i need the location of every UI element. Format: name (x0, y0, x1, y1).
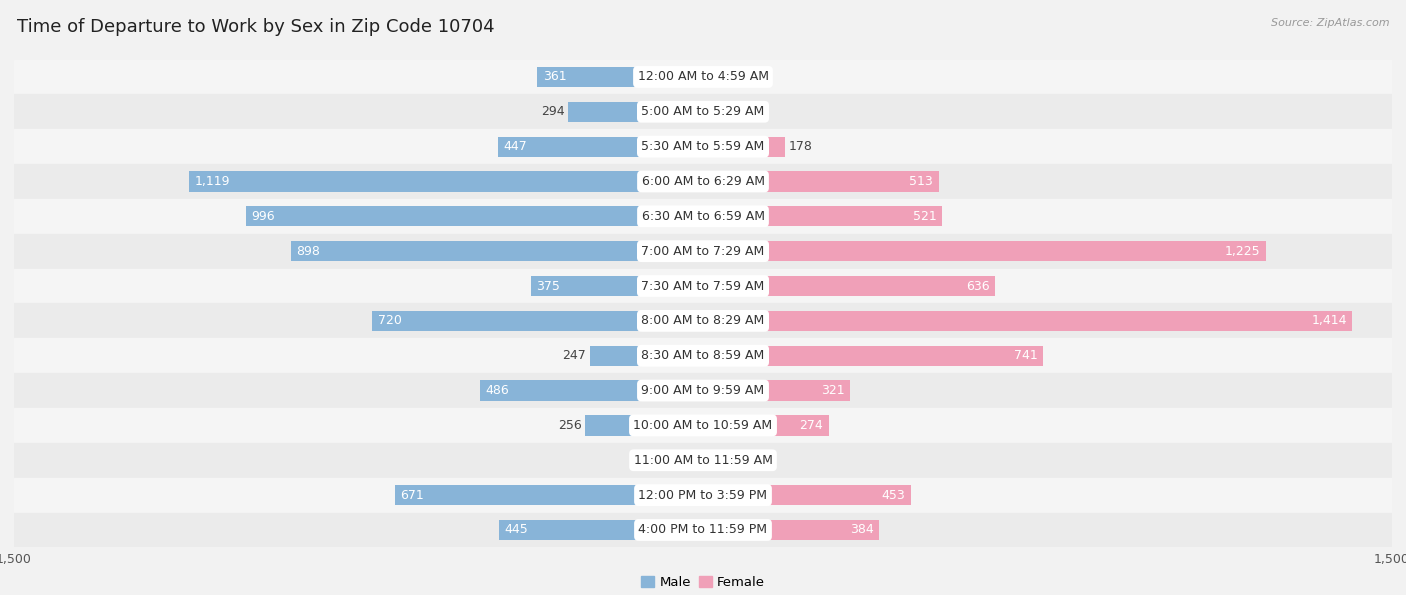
Text: 11:00 AM to 11:59 AM: 11:00 AM to 11:59 AM (634, 454, 772, 466)
Text: 361: 361 (543, 70, 567, 83)
Text: 65: 65 (737, 105, 752, 118)
Bar (537, 67, 703, 87)
Bar (14, 60, 1392, 95)
Text: 69: 69 (652, 454, 668, 466)
Text: 1,225: 1,225 (1225, 245, 1260, 258)
Bar (14, 339, 1392, 373)
Bar (703, 241, 1265, 261)
Bar (14, 234, 1392, 268)
Bar (14, 478, 1392, 512)
Legend: Male, Female: Male, Female (636, 571, 770, 594)
Text: 513: 513 (910, 175, 934, 188)
Text: 6:00 AM to 6:29 AM: 6:00 AM to 6:29 AM (641, 175, 765, 188)
Text: 1,119: 1,119 (194, 175, 231, 188)
Text: 445: 445 (505, 524, 527, 537)
Text: 79: 79 (742, 454, 759, 466)
Bar (14, 373, 1392, 408)
Bar (703, 206, 942, 227)
Text: 12:00 PM to 3:59 PM: 12:00 PM to 3:59 PM (638, 488, 768, 502)
Text: 4:00 PM to 11:59 PM: 4:00 PM to 11:59 PM (638, 524, 768, 537)
Bar (703, 171, 939, 192)
Bar (14, 95, 1392, 129)
Text: 6:30 AM to 6:59 AM: 6:30 AM to 6:59 AM (641, 210, 765, 223)
Text: 274: 274 (800, 419, 824, 432)
Text: 8:00 AM to 8:29 AM: 8:00 AM to 8:29 AM (641, 314, 765, 327)
Text: 7:00 AM to 7:29 AM: 7:00 AM to 7:29 AM (641, 245, 765, 258)
Text: 7:30 AM to 7:59 AM: 7:30 AM to 7:59 AM (641, 280, 765, 293)
Text: 10:00 AM to 10:59 AM: 10:00 AM to 10:59 AM (634, 419, 772, 432)
Text: 5:00 AM to 5:29 AM: 5:00 AM to 5:29 AM (641, 105, 765, 118)
Text: 720: 720 (378, 314, 402, 327)
Bar (373, 311, 703, 331)
Text: 384: 384 (851, 524, 875, 537)
Text: 671: 671 (401, 488, 425, 502)
Bar (568, 102, 703, 122)
Bar (703, 102, 733, 122)
Bar (703, 415, 830, 436)
Bar (585, 415, 703, 436)
Bar (499, 520, 703, 540)
Text: 898: 898 (297, 245, 321, 258)
Bar (703, 346, 1043, 366)
Text: 53: 53 (731, 70, 747, 83)
Text: 636: 636 (966, 280, 990, 293)
Bar (703, 485, 911, 505)
Text: 375: 375 (536, 280, 560, 293)
Bar (531, 276, 703, 296)
Bar (498, 136, 703, 156)
Text: 8:30 AM to 8:59 AM: 8:30 AM to 8:59 AM (641, 349, 765, 362)
Bar (703, 520, 879, 540)
Bar (703, 276, 995, 296)
Text: 256: 256 (558, 419, 582, 432)
Bar (246, 206, 703, 227)
Bar (14, 512, 1392, 547)
Text: 521: 521 (912, 210, 936, 223)
Bar (395, 485, 703, 505)
Bar (703, 450, 740, 471)
Text: 294: 294 (541, 105, 564, 118)
Bar (703, 380, 851, 400)
Text: 453: 453 (882, 488, 905, 502)
Bar (291, 241, 703, 261)
Bar (703, 67, 727, 87)
Text: 321: 321 (821, 384, 845, 397)
Bar (188, 171, 703, 192)
Bar (14, 199, 1392, 234)
Text: 247: 247 (562, 349, 586, 362)
Text: 741: 741 (1014, 349, 1038, 362)
Bar (14, 303, 1392, 339)
Text: 5:30 AM to 5:59 AM: 5:30 AM to 5:59 AM (641, 140, 765, 153)
Text: Source: ZipAtlas.com: Source: ZipAtlas.com (1271, 18, 1389, 28)
Text: 486: 486 (485, 384, 509, 397)
Bar (14, 268, 1392, 303)
Bar (671, 450, 703, 471)
Bar (14, 408, 1392, 443)
Bar (703, 136, 785, 156)
Text: 996: 996 (252, 210, 274, 223)
Bar (14, 164, 1392, 199)
Bar (14, 129, 1392, 164)
Text: 1,414: 1,414 (1312, 314, 1347, 327)
Bar (479, 380, 703, 400)
Text: 447: 447 (503, 140, 527, 153)
Text: 9:00 AM to 9:59 AM: 9:00 AM to 9:59 AM (641, 384, 765, 397)
Bar (14, 443, 1392, 478)
Text: 12:00 AM to 4:59 AM: 12:00 AM to 4:59 AM (637, 70, 769, 83)
Text: 178: 178 (789, 140, 813, 153)
Bar (589, 346, 703, 366)
Text: Time of Departure to Work by Sex in Zip Code 10704: Time of Departure to Work by Sex in Zip … (17, 18, 495, 36)
Bar (703, 311, 1353, 331)
